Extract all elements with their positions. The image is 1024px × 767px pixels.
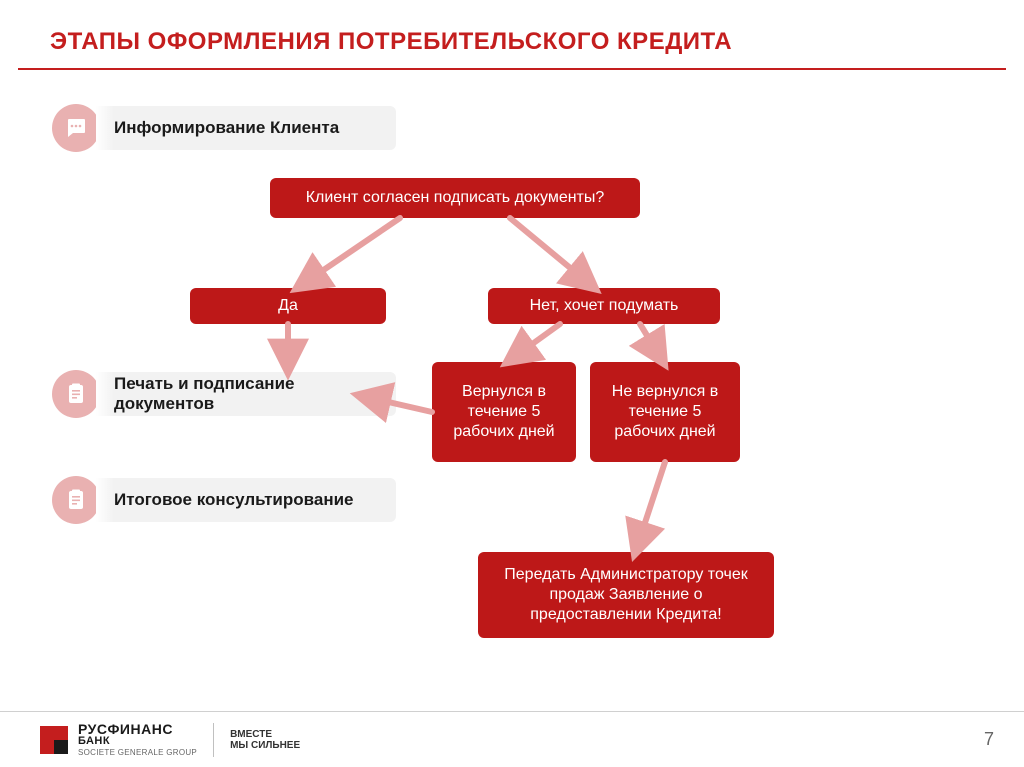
stage-label: Печать и подписание документов bbox=[96, 372, 396, 416]
flow-node-transfer: Передать Администратору точек продаж Зая… bbox=[478, 552, 774, 638]
page-number: 7 bbox=[984, 729, 994, 750]
flow-node-noret: Не вернулся в течение 5 рабочих дней bbox=[590, 362, 740, 462]
footer: РУСФИНАНС БАНК SOCIETE GENERALE GROUP ВМ… bbox=[0, 711, 1024, 767]
stage-print: Печать и подписание документов bbox=[52, 370, 396, 418]
stage-inform: Информирование Клиента bbox=[52, 104, 396, 152]
logo-sub1: БАНК bbox=[78, 736, 197, 747]
tagline-line2: МЫ СИЛЬНЕЕ bbox=[230, 740, 300, 751]
flow-edge bbox=[510, 218, 592, 286]
stage-label: Информирование Клиента bbox=[96, 106, 396, 150]
clipboard-icon bbox=[52, 476, 100, 524]
page-title: ЭТАПЫ ОФОРМЛЕНИЯ ПОТРЕБИТЕЛЬСКОГО КРЕДИТ… bbox=[0, 0, 1024, 68]
logo-name: РУСФИНАНС bbox=[78, 722, 197, 736]
brand-logo: РУСФИНАНС БАНК SOCIETE GENERALE GROUP bbox=[40, 722, 197, 757]
clipboard-icon bbox=[52, 370, 100, 418]
flow-node-no: Нет, хочет подумать bbox=[488, 288, 720, 324]
logo-mark-icon bbox=[40, 726, 68, 754]
footer-divider bbox=[213, 723, 214, 757]
flow-edge bbox=[636, 462, 665, 550]
flow-node-q: Клиент согласен подписать документы? bbox=[270, 178, 640, 218]
tagline: ВМЕСТЕ МЫ СИЛЬНЕЕ bbox=[230, 729, 300, 751]
chat-icon bbox=[52, 104, 100, 152]
flow-edge bbox=[510, 324, 560, 360]
stage-label: Итоговое консультирование bbox=[96, 478, 396, 522]
logo-sub2: SOCIETE GENERALE GROUP bbox=[78, 749, 197, 757]
flow-edge bbox=[640, 324, 662, 360]
tagline-line1: ВМЕСТЕ bbox=[230, 729, 300, 740]
stage-consult: Итоговое консультирование bbox=[52, 476, 396, 524]
flow-node-ret: Вернулся в течение 5 рабочих дней bbox=[432, 362, 576, 462]
title-underline bbox=[18, 68, 1006, 70]
flow-node-yes: Да bbox=[190, 288, 386, 324]
flow-edge bbox=[300, 218, 400, 286]
